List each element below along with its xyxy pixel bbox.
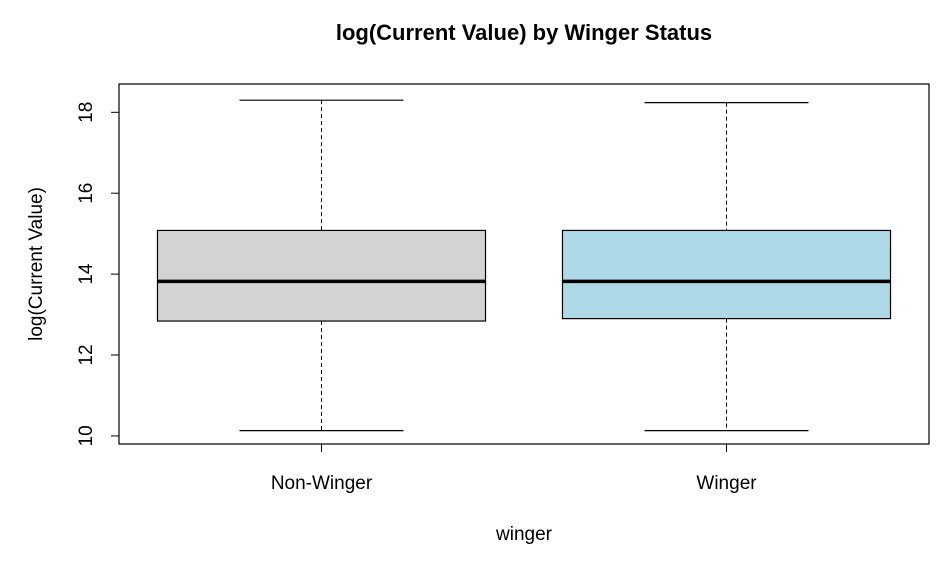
x-axis: Non-Winger Winger [271,443,757,494]
boxes-group [156,99,892,432]
iqr-box [561,229,892,320]
y-tick-label: 18 [76,102,97,123]
iqr-box [156,229,487,322]
y-tick-label: 14 [76,263,97,285]
y-tick-label: 12 [76,344,97,365]
box-non-winger [156,99,487,432]
y-axis-label: log(Current Value) [26,187,47,341]
x-tick-label: Non-Winger [271,473,373,494]
y-tick-label: 16 [76,183,97,204]
box-winger [561,102,892,432]
x-axis-label: winger [495,524,553,545]
y-tick-label: 10 [76,425,97,446]
y-axis: 10 12 14 16 18 [76,102,120,446]
chart-title: log(Current Value) by Winger Status [336,20,712,45]
x-tick-label: Winger [696,473,757,494]
